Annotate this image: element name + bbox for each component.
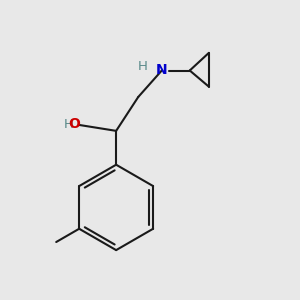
Text: N: N xyxy=(156,64,168,77)
Text: O: O xyxy=(68,117,80,131)
Text: H: H xyxy=(138,60,148,73)
Text: H: H xyxy=(64,118,74,131)
